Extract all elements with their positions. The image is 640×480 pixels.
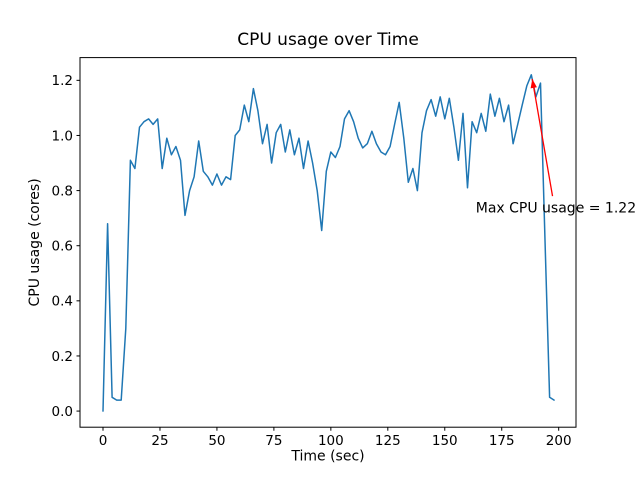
plot-box-spines	[79, 57, 577, 428]
y-tick-label: 0.2	[52, 349, 73, 365]
x-tick-label: 100	[318, 433, 344, 449]
y-axis-label: CPU usage (cores)	[27, 178, 43, 306]
x-tick-label: 25	[151, 433, 168, 449]
x-tick-label: 75	[265, 433, 282, 449]
y-tick-label: 0.4	[52, 294, 73, 310]
y-tick-label: 0.6	[52, 239, 73, 255]
x-axis-label: Time (sec)	[290, 449, 364, 465]
x-tick-label: 50	[208, 433, 225, 449]
y-tick-label: 1.2	[52, 73, 73, 89]
x-axis-ticks: 0 25 50 75 100 125 150 175 200	[99, 427, 572, 449]
annotation-arrow	[531, 78, 554, 197]
y-tick-label: 1.0	[52, 128, 73, 144]
x-tick-label: 150	[432, 433, 458, 449]
y-tick-label: 0.8	[52, 183, 73, 199]
chart-title: CPU usage over Time	[237, 30, 419, 50]
x-tick-label: 200	[546, 433, 572, 449]
x-tick-label: 125	[375, 433, 401, 449]
x-tick-label: 0	[99, 433, 108, 449]
x-tick-label: 175	[489, 433, 515, 449]
cpu-usage-line	[102, 74, 555, 412]
annotation-arrowhead-icon	[530, 79, 537, 89]
y-tick-label: 0.0	[52, 404, 73, 420]
annotation-text: Max CPU usage = 1.22	[476, 201, 636, 217]
max-cpu-annotation: Max CPU usage = 1.22	[476, 78, 636, 217]
y-axis-ticks: 0.0 0.2 0.4 0.6 0.8 1.0 1.2	[52, 73, 80, 420]
